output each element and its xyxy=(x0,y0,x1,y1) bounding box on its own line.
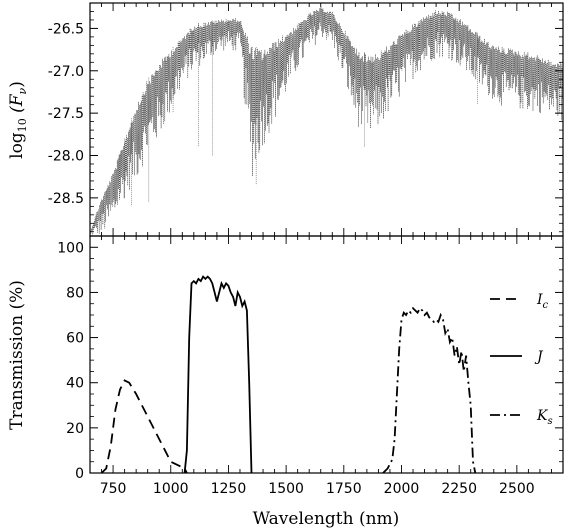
transmission-y-tick-label: 0 xyxy=(75,466,84,482)
spectrum-y-ticks: -28.5 -28.0 -27.5 -27.0 -26.5 xyxy=(48,11,563,233)
spectrum-panel: -28.5 -28.0 -27.5 -27.0 -26.5 log10 (Fν) xyxy=(7,2,564,237)
series-ic-line xyxy=(100,379,188,474)
spectrum-x-ticks xyxy=(89,3,564,236)
transmission-x-ticks: 750 1000 1250 1500 1750 2000 2250 2500 xyxy=(89,236,564,497)
x-tick-label: 1250 xyxy=(211,481,247,497)
x-tick-label: 750 xyxy=(100,481,127,497)
x-tick-label: 2250 xyxy=(441,481,477,497)
spectrum-y-tick-label: -27.0 xyxy=(48,64,84,80)
legend-label-j: J xyxy=(534,349,544,365)
transmission-y-tick-label: 20 xyxy=(66,421,84,437)
transmission-y-axis-title: Transmission (%) xyxy=(7,280,27,430)
transmission-y-tick-label: 60 xyxy=(66,331,84,347)
transmission-series xyxy=(100,275,477,474)
legend-label-ks: Ks xyxy=(536,408,553,427)
x-tick-label: 1500 xyxy=(268,481,304,497)
legend-label-ic: Ic xyxy=(536,292,549,311)
spectrum-y-tick-label: -28.5 xyxy=(48,191,84,207)
legend: Ic J Ks xyxy=(490,292,553,427)
x-axis-title: Wavelength (nm) xyxy=(253,509,400,529)
spectrum-series xyxy=(89,7,564,235)
transmission-panel-frame xyxy=(89,235,564,474)
x-tick-label: 1000 xyxy=(153,481,189,497)
x-tick-label: 2000 xyxy=(384,481,420,497)
series-j-line xyxy=(183,275,253,474)
transmission-y-tick-label: 100 xyxy=(57,240,84,256)
transmission-y-ticks: 0 20 40 60 80 100 xyxy=(57,240,563,482)
transmission-y-tick-label: 40 xyxy=(66,376,84,392)
spectrum-y-tick-label: -27.5 xyxy=(48,106,84,122)
spectrum-y-axis-title: log10 (Fν) xyxy=(7,81,29,159)
spectrum-y-tick-label: -28.0 xyxy=(48,149,84,165)
x-tick-label: 2500 xyxy=(499,481,535,497)
spectrum-y-tick-label: -26.5 xyxy=(48,21,84,37)
transmission-y-tick-label: 80 xyxy=(66,285,84,301)
x-tick-label: 1750 xyxy=(326,481,362,497)
transmission-panel: 0 20 40 60 80 100 750 1000 1250 1500 1750 2000 2250… xyxy=(7,235,564,529)
spectrum-line xyxy=(89,7,564,235)
series-ks-line xyxy=(382,306,477,474)
